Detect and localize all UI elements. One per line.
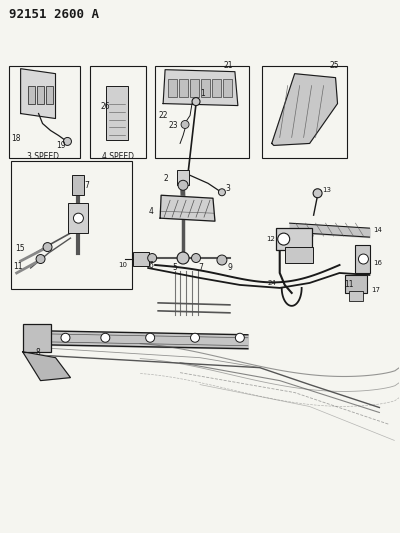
Bar: [346, 275, 368, 293]
Polygon shape: [160, 195, 215, 221]
Text: 21: 21: [224, 61, 234, 70]
Circle shape: [181, 120, 189, 128]
Bar: [133, 252, 149, 266]
Text: 26: 26: [100, 102, 110, 111]
Text: 17: 17: [372, 287, 380, 293]
Bar: [90, 66, 146, 158]
Bar: [262, 66, 348, 158]
Bar: [72, 175, 84, 195]
Text: 1: 1: [200, 89, 205, 98]
Bar: [68, 203, 88, 233]
Bar: [23, 324, 50, 352]
Bar: [155, 66, 249, 158]
Text: 3 SPEED: 3 SPEED: [26, 152, 58, 161]
Text: 22: 22: [158, 111, 168, 120]
Bar: [106, 86, 128, 140]
Bar: [168, 79, 177, 96]
Text: 4: 4: [148, 207, 153, 216]
Bar: [356, 245, 370, 273]
Text: 4 SPEED: 4 SPEED: [102, 152, 134, 161]
Text: 8: 8: [36, 348, 40, 357]
Bar: [11, 161, 132, 289]
Text: 11: 11: [14, 262, 23, 271]
Polygon shape: [21, 69, 56, 118]
Bar: [201, 79, 210, 96]
Text: 24: 24: [268, 280, 276, 286]
Text: 5: 5: [172, 263, 177, 272]
Bar: [9, 66, 80, 158]
Bar: [179, 79, 188, 96]
Circle shape: [192, 254, 200, 263]
Bar: [212, 79, 221, 96]
Circle shape: [64, 138, 72, 146]
Text: 11: 11: [344, 280, 354, 289]
Circle shape: [146, 333, 155, 342]
Polygon shape: [272, 74, 338, 146]
Circle shape: [313, 189, 322, 198]
Circle shape: [43, 243, 52, 252]
Text: 25: 25: [330, 61, 339, 70]
Circle shape: [148, 254, 157, 263]
Text: 12: 12: [266, 236, 275, 242]
Circle shape: [192, 98, 200, 106]
Text: 14: 14: [373, 227, 382, 233]
Text: 16: 16: [373, 260, 382, 266]
Circle shape: [74, 213, 84, 223]
Circle shape: [278, 233, 290, 245]
Circle shape: [358, 254, 368, 264]
Circle shape: [178, 180, 188, 190]
Text: 92151 2600 A: 92151 2600 A: [9, 9, 99, 21]
Text: 7: 7: [198, 263, 203, 272]
Text: 10: 10: [118, 262, 127, 268]
Circle shape: [61, 333, 70, 342]
Text: 15: 15: [16, 244, 25, 253]
Bar: [223, 79, 232, 96]
Bar: [285, 247, 313, 263]
Circle shape: [218, 189, 226, 196]
Bar: [36, 86, 44, 103]
Bar: [190, 79, 199, 96]
Bar: [350, 291, 364, 301]
Bar: [177, 171, 189, 185]
Circle shape: [36, 255, 45, 263]
Polygon shape: [163, 70, 238, 106]
Text: 7: 7: [84, 181, 89, 190]
Polygon shape: [23, 352, 70, 381]
Circle shape: [101, 333, 110, 342]
Bar: [276, 228, 312, 250]
Circle shape: [235, 333, 244, 342]
Circle shape: [217, 255, 227, 265]
Text: 18: 18: [12, 134, 21, 143]
Text: 9: 9: [228, 263, 233, 272]
Circle shape: [177, 252, 189, 264]
Text: 23: 23: [168, 121, 178, 130]
Text: 3: 3: [225, 184, 230, 193]
Text: 19: 19: [56, 141, 66, 150]
Text: 6: 6: [148, 261, 153, 270]
Text: 2: 2: [163, 174, 168, 183]
Bar: [28, 86, 34, 103]
Circle shape: [190, 333, 200, 342]
Text: 13: 13: [322, 187, 332, 193]
Bar: [46, 86, 52, 103]
